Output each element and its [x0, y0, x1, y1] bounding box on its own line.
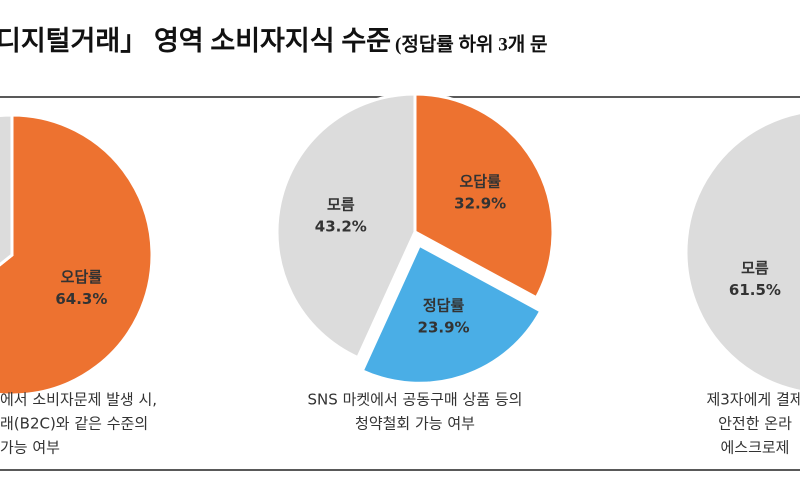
- slice-value: 61.5%: [729, 281, 781, 299]
- slice-value: 43.2%: [315, 217, 367, 235]
- chart-caption: 에서 소비자문제 발생 시,: [0, 391, 157, 409]
- chart-caption: 래(B2C)와 같은 수준의: [0, 415, 148, 433]
- slice-category: 모름: [327, 195, 355, 213]
- pie-slice: [0, 113, 154, 397]
- pie-slice: [275, 92, 417, 360]
- slice-value: 64.3%: [55, 290, 107, 308]
- figure-subtitle: (정답률 하위 3개 문: [395, 33, 547, 55]
- slice-category: 오답률: [61, 268, 103, 286]
- slice-value: 23.9%: [418, 319, 470, 337]
- chart-caption: 제3자에게 결제: [706, 391, 800, 409]
- chart-caption: 청약철회 가능 여부: [355, 415, 475, 433]
- pie-slice: [0, 113, 14, 267]
- slice-category: 모름: [741, 259, 769, 277]
- slice-category: 오답률: [460, 173, 502, 191]
- pie-slice: [413, 92, 555, 300]
- pie-slice: [684, 111, 800, 393]
- figure-title: 디지털거래」 영역 소비자지식 수준: [0, 26, 391, 56]
- chart-caption: 가능 여부: [0, 439, 60, 457]
- slice-category: 정답률: [423, 297, 465, 315]
- chart-caption: 에스크로제: [720, 439, 789, 457]
- chart-caption: SNS 마켓에서 공동구매 상품 등의: [308, 391, 523, 409]
- pie-slice: [360, 243, 543, 385]
- chart-caption: 안전한 온라: [718, 415, 792, 433]
- slice-value: 32.9%: [454, 195, 506, 213]
